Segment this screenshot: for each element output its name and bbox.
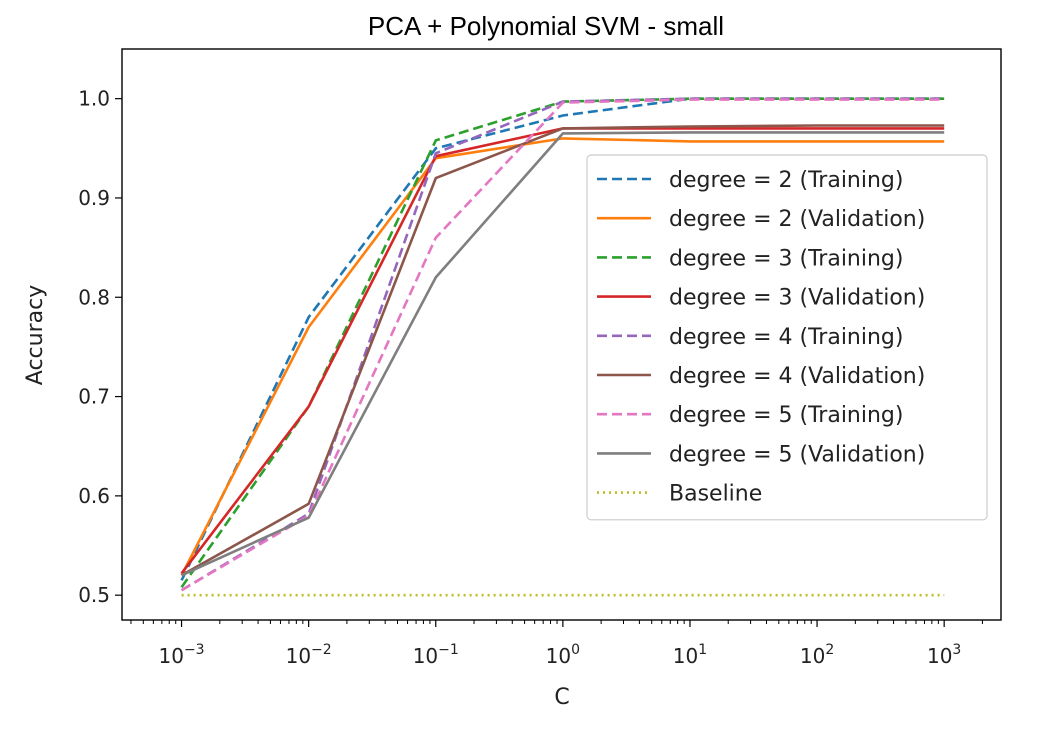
y-tick-label: 1.0 xyxy=(78,87,110,111)
series-line-2 xyxy=(180,137,945,576)
x-axis: 10−3 10−2 10−1 100 101 102 103 xyxy=(130,620,983,668)
y-axis: 0.5 0.6 0.7 0.8 0.9 1.0 xyxy=(78,87,122,607)
legend-label: degree = 5 (Validation) xyxy=(669,442,925,467)
y-tick-label: 0.5 xyxy=(78,583,110,607)
legend-label: degree = 2 (Training) xyxy=(669,168,903,193)
legend-label: degree = 3 (Training) xyxy=(669,246,903,271)
y-tick-label: 0.7 xyxy=(78,385,110,409)
legend-label: degree = 3 (Validation) xyxy=(669,286,925,311)
plot-frame xyxy=(121,48,1002,621)
x-tick-label: 10−2 xyxy=(286,642,332,668)
y-tick-label: 0.9 xyxy=(78,186,110,210)
legend-label: degree = 5 (Training) xyxy=(669,403,903,428)
x-tick-label: 10−3 xyxy=(159,642,205,668)
x-tick-label: 10−1 xyxy=(413,642,459,668)
series-layer xyxy=(180,97,945,597)
legend-label: Baseline xyxy=(669,482,762,507)
chart-title: PCA + Polynomial SVM - small xyxy=(368,11,724,41)
legend-label: degree = 4 (Validation) xyxy=(669,364,925,389)
legend-label: degree = 4 (Training) xyxy=(669,325,903,350)
legend: degree = 2 (Training) degree = 2 (Validat… xyxy=(586,154,988,521)
series-line-8 xyxy=(181,131,945,577)
x-tick-label: 103 xyxy=(927,642,961,668)
x-tick-label: 102 xyxy=(800,642,834,668)
y-tick-label: 0.8 xyxy=(78,285,110,309)
legend-label: degree = 2 (Validation) xyxy=(669,207,925,232)
x-tick-label: 100 xyxy=(546,642,580,668)
y-axis-label: Accuracy xyxy=(23,285,48,385)
x-axis-label: C xyxy=(554,685,569,710)
x-tick-label: 101 xyxy=(673,642,707,668)
series-line-6 xyxy=(180,124,945,577)
series-line-7 xyxy=(180,98,945,592)
legend-box xyxy=(586,154,988,521)
y-tick-label: 0.6 xyxy=(78,484,110,508)
